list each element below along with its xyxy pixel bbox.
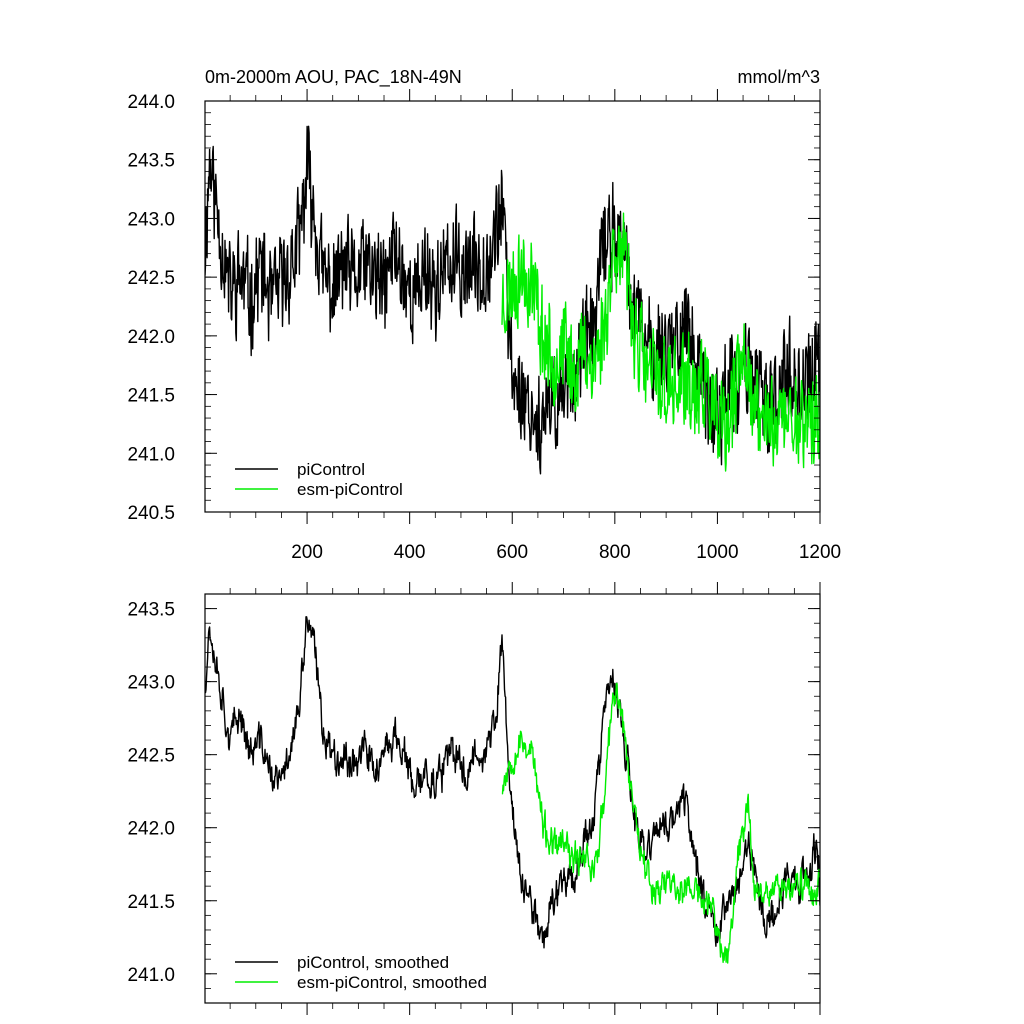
y-tick-label: 241.0: [127, 444, 175, 465]
x-tick-label: 1000: [696, 542, 738, 563]
y-tick-label: 244.0: [127, 92, 175, 113]
bottom-legend: piControl, smoothed esm-piControl, smoot…: [235, 953, 487, 992]
chart-title: 0m-2000m AOU, PAC_18N-49N: [205, 67, 462, 88]
legend-label-picontrol-smoothed: piControl, smoothed: [297, 953, 449, 972]
legend-label-esm-picontrol-smoothed: esm-piControl, smoothed: [297, 973, 487, 992]
legend-label-esm-picontrol: esm-piControl: [297, 480, 403, 499]
legend-label-picontrol: piControl: [297, 460, 365, 479]
top-plot-area: 240.5 241.0 241.5 242.0 242.5 243.0 243.5 244.0…: [127, 89, 841, 563]
series-line-esm-picontrol-smoothed: [501, 682, 820, 964]
y-tick-label: 243.5: [127, 600, 175, 621]
x-tick-label: 600: [496, 542, 528, 563]
y-tick-label: 243.5: [127, 151, 175, 172]
series-line-picontrol-smoothed: [205, 616, 820, 949]
x-tick-label: 200: [291, 542, 323, 563]
y-tick-label: 243.0: [127, 209, 175, 230]
y-tick-label: 242.0: [127, 327, 175, 348]
y-tick-label: 241.5: [127, 386, 175, 407]
y-tick-label: 242.5: [127, 268, 175, 289]
x-tick-label: 1200: [799, 542, 841, 563]
bottom-panel: 241.0 241.5 242.0 242.5 243.0 243.5 piControl…: [127, 582, 821, 1015]
y-tick-label: 243.0: [127, 673, 175, 694]
y-tick-label: 241.5: [127, 892, 175, 913]
top-panel: 0m-2000m AOU, PAC_18N-49N mmol/m^3 240.5…: [127, 67, 841, 563]
y-tick-label: 240.5: [127, 503, 175, 524]
top-legend: piControl esm-piControl: [235, 460, 403, 499]
x-tick-label: 400: [394, 542, 426, 563]
y-tick-label: 241.0: [127, 965, 175, 986]
y-tick-label: 242.0: [127, 819, 175, 840]
bottom-plot-area: 241.0 241.5 242.0 242.5 243.0 243.5: [127, 582, 821, 1015]
units-label: mmol/m^3: [738, 67, 820, 87]
y-tick-label: 242.5: [127, 746, 175, 767]
series-line-esm-picontrol: [501, 212, 820, 472]
x-tick-label: 800: [599, 542, 631, 563]
